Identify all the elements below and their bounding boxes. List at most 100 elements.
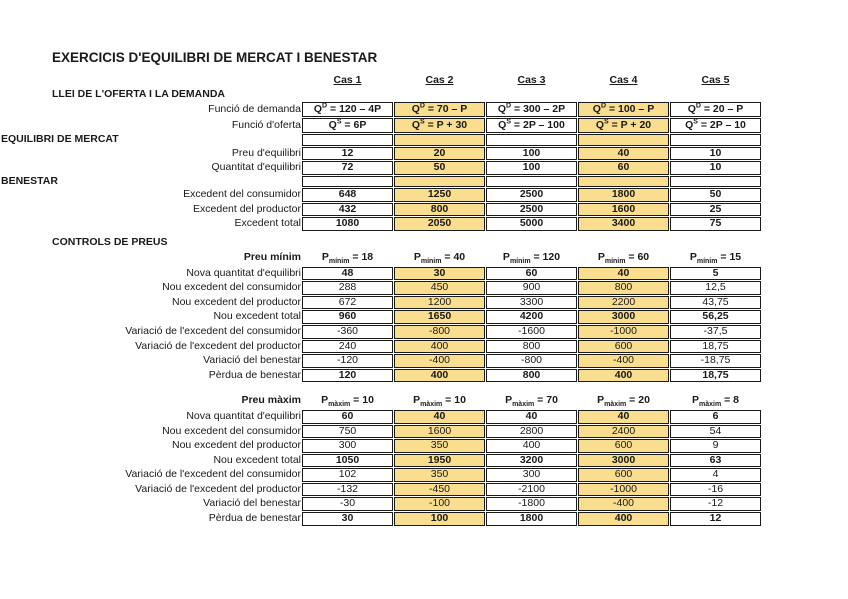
value-cell: 300: [302, 439, 393, 453]
value-cell: 900: [486, 281, 577, 295]
cell-text: 1600: [611, 202, 636, 215]
value-cell: 4200: [486, 310, 577, 325]
cell-text: 900: [522, 281, 541, 294]
cell-text: 300: [338, 439, 357, 452]
cell-text: 48: [341, 266, 354, 279]
symbol-rest: = P + 30: [424, 118, 468, 131]
row-label: Variació del benestar: [203, 354, 301, 367]
symbol-rest: = 120: [530, 250, 561, 263]
spacer-row: BENESTAR: [1, 175, 761, 188]
symbol-subscript: mínim: [420, 257, 442, 265]
symbol-base: Q: [685, 118, 694, 131]
value-cell: [486, 134, 577, 146]
formula-cell: QD = 20 – P: [670, 102, 761, 117]
cell-text: 1600: [427, 424, 452, 437]
value-cell: 750: [302, 424, 393, 439]
symbol-rest: = 2P – 100: [511, 118, 565, 131]
table-row: Quantitat d'equilibri 72 50 100 60 10: [1, 161, 761, 175]
value-cell: 9: [670, 439, 761, 453]
table-row: Cas 1 Cas 2 Cas 3 Cas 4 Cas 5: [1, 74, 761, 87]
value-cell: 800: [578, 281, 669, 295]
cell-text: 60: [525, 266, 538, 279]
cell-text: 100: [522, 146, 541, 159]
row-label: Funció de demanda: [208, 102, 301, 115]
table-body: Nova quantitat d'equilibri 60 40 40 40 6 Nou e…: [1, 410, 761, 526]
value-cell: -1600: [486, 325, 577, 339]
cell-text: 10: [709, 161, 722, 174]
cell-text: 2400: [611, 424, 636, 437]
cell-text: 4: [712, 468, 719, 481]
cell-text: 102: [338, 468, 357, 481]
value-cell: 100: [486, 161, 577, 175]
table-row: Preu mínim Pmínim = 18 Pmínim = 40 Pmínim =…: [1, 250, 761, 265]
row-label: Variació de l'excedent del productor: [135, 339, 301, 352]
value-cell: 300: [486, 468, 577, 482]
cell-text: 400: [430, 339, 449, 352]
price-ceiling-row: Preu màxim Pmàxim = 10 Pmàxim = 10 Pmàxim =…: [0, 392, 762, 409]
section-label: EQUILIBRI DE MERCAT: [1, 133, 119, 145]
cell-text: 9: [712, 439, 719, 452]
symbol-rest: = 8: [721, 393, 739, 406]
cell-text: 600: [614, 339, 633, 352]
cell-text: 648: [338, 188, 357, 201]
value-cell: -30: [302, 497, 393, 512]
case-header-cell: Cas 2: [394, 74, 485, 87]
cell-text: 40: [617, 410, 630, 423]
value-cell: 800: [486, 368, 577, 383]
cell-text: 30: [341, 512, 354, 525]
cell-text: 600: [614, 468, 633, 481]
row-label-cell: Variació de l'excedent del consumidor: [1, 325, 301, 339]
value-cell: 12: [302, 146, 393, 161]
value-cell: 600: [578, 339, 669, 354]
cell-text: -1000: [610, 325, 637, 338]
symbol-rest: = 10: [350, 393, 374, 406]
value-cell: 1800: [486, 512, 577, 526]
row-label-cell: Nou excedent del consumidor: [1, 281, 301, 295]
price-value-cell: Pmínim = 40: [394, 250, 485, 265]
cell-text: -18,75: [700, 354, 731, 367]
value-cell: 350: [394, 439, 485, 453]
symbol-rest: = 20: [626, 393, 650, 406]
value-cell: 600: [578, 468, 669, 482]
cell-text: 60: [341, 410, 354, 423]
table-body: Preu màxim Pmàxim = 10 Pmàxim = 10 Pmàxim =…: [1, 393, 761, 408]
value-cell: 3400: [578, 217, 669, 231]
symbol-superscript: S: [604, 118, 609, 126]
market-table: Funció de demanda QD = 120 – 4P QD = 70 – …: [0, 101, 762, 232]
row-label: Nou excedent del productor: [172, 295, 301, 308]
symbol-rest: = 2P – 10: [697, 118, 746, 131]
value-cell: 1200: [394, 295, 485, 310]
cell-text: 450: [430, 281, 449, 294]
value-cell: 400: [578, 512, 669, 526]
formula-cell: QS = P + 20: [578, 118, 669, 133]
value-cell: -400: [578, 497, 669, 512]
cell-text: -12: [707, 497, 724, 510]
formula-cell: QD = 100 – P: [578, 102, 669, 117]
table-row: Nou excedent total 1050 1950 3200 3000 63: [1, 453, 761, 468]
row-label-cell: Nova quantitat d'equilibri: [1, 410, 301, 424]
table-body: Funció de demanda QD = 120 – 4P QD = 70 – …: [1, 102, 761, 231]
symbol-superscript: D: [695, 102, 701, 110]
value-cell: -450: [394, 482, 485, 497]
symbol-base: P: [597, 250, 605, 263]
row-label-cell: Variació de l'excedent del productor: [1, 483, 301, 497]
cell-text: 600: [614, 439, 633, 452]
row-label: Excedent del productor: [193, 202, 301, 215]
value-cell: [394, 175, 485, 188]
cell-text: 432: [338, 202, 357, 215]
cell-text: 1080: [335, 217, 360, 230]
value-cell: 450: [394, 281, 485, 295]
symbol-base: Q: [497, 102, 507, 115]
price-value-cell: Pmínim = 18: [302, 250, 393, 265]
symbol-superscript: D: [322, 102, 328, 110]
value-cell: 3000: [578, 453, 669, 468]
row-label-cell: Nou excedent del consumidor: [1, 425, 301, 439]
cell-text: 3300: [519, 295, 544, 308]
formula-cell: QD = 120 – 4P: [302, 102, 393, 117]
value-cell: -800: [394, 325, 485, 339]
value-cell: 30: [302, 512, 393, 526]
formula-cell: QS = 2P – 100: [486, 118, 577, 133]
row-label-cell: Variació de l'excedent del productor: [1, 340, 301, 354]
symbol-base: P: [597, 393, 605, 406]
table-row: Variació del benestar -30 -100 -1800 -400 -12: [1, 497, 761, 512]
